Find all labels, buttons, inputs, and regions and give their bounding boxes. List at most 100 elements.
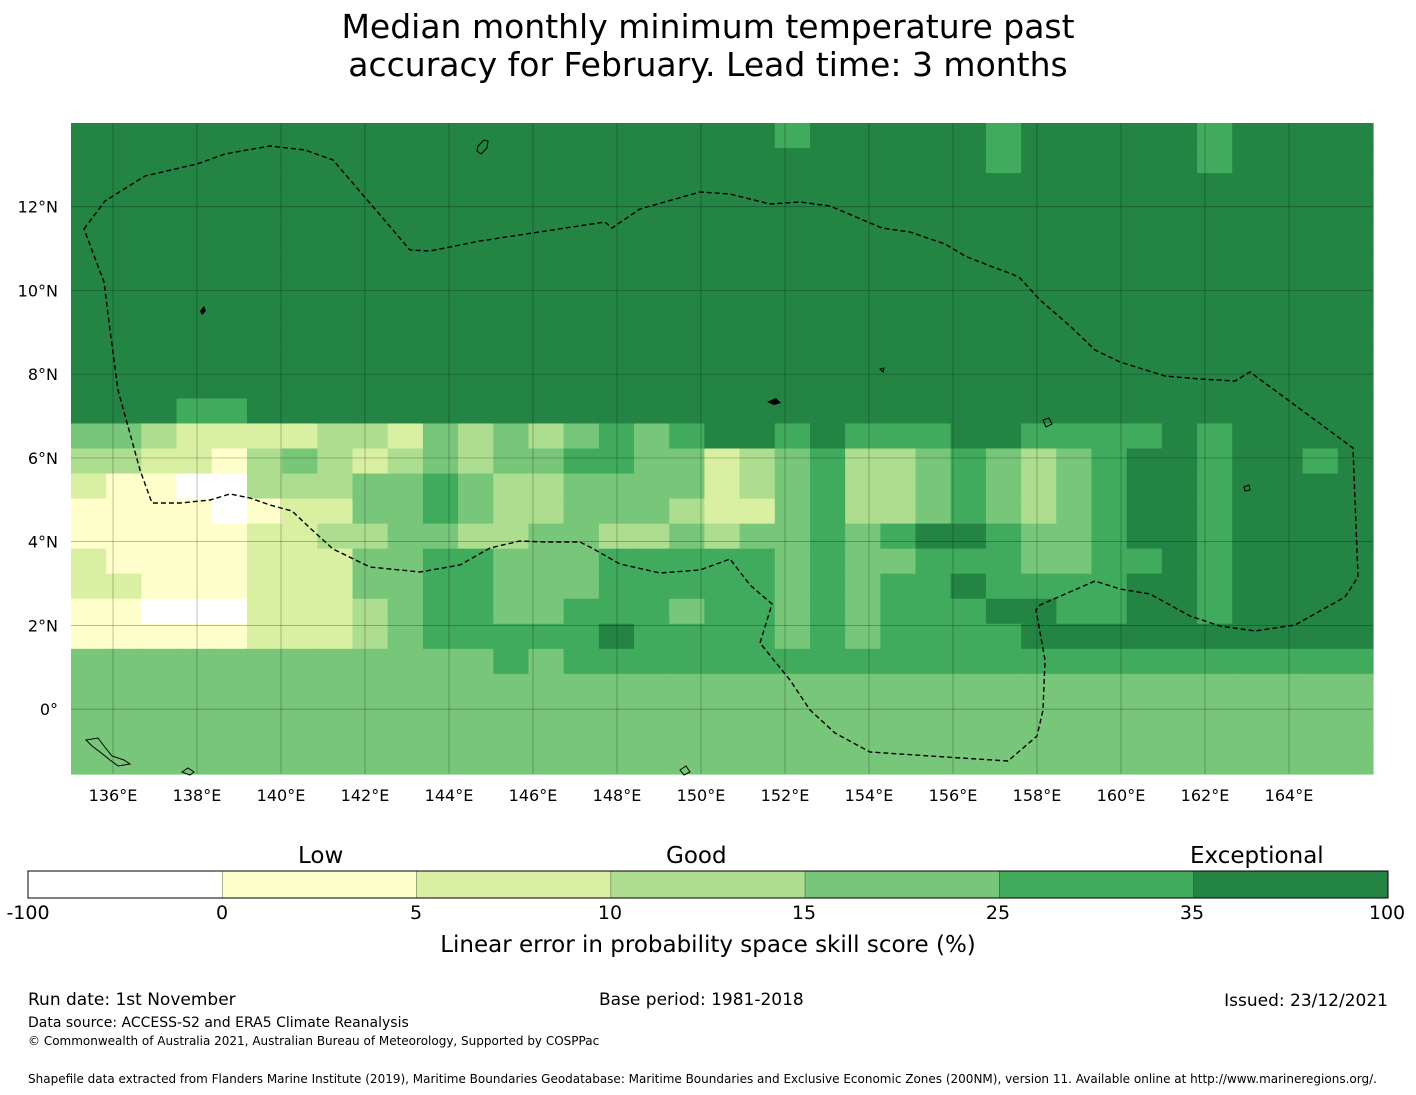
heatmap-cell bbox=[246, 748, 283, 775]
colorbar-label: Linear error in probability space skill … bbox=[440, 932, 976, 958]
heatmap-cell bbox=[669, 698, 706, 725]
heatmap-cell bbox=[1197, 198, 1233, 224]
heatmap-cells bbox=[71, 123, 1374, 775]
heatmap-cell bbox=[211, 173, 248, 199]
heatmap-cell bbox=[493, 498, 530, 525]
heatmap-cell bbox=[528, 748, 565, 775]
heatmap-cell bbox=[1161, 448, 1198, 475]
heatmap-cell bbox=[845, 623, 881, 650]
heatmap-cell bbox=[563, 173, 600, 199]
heatmap-cell bbox=[211, 473, 248, 500]
heatmap-cell bbox=[458, 748, 494, 775]
heatmap-cell bbox=[246, 423, 283, 450]
heatmap-cell bbox=[774, 373, 811, 400]
heatmap-cell bbox=[422, 648, 459, 675]
heatmap-cell bbox=[106, 473, 142, 500]
heatmap-cell bbox=[317, 573, 354, 600]
heatmap-cell bbox=[387, 198, 424, 224]
heatmap-cell bbox=[528, 473, 565, 500]
heatmap-cell bbox=[598, 373, 635, 400]
heatmap-cell bbox=[1126, 723, 1163, 750]
heatmap-cell bbox=[387, 723, 424, 750]
heatmap-cell bbox=[141, 223, 178, 249]
heatmap-cell bbox=[1232, 448, 1269, 475]
heatmap-cell bbox=[634, 473, 670, 500]
heatmap-cell bbox=[282, 698, 318, 725]
heatmap-cell bbox=[669, 623, 706, 650]
heatmap-cell bbox=[246, 123, 283, 149]
heatmap-cell bbox=[669, 573, 706, 600]
colorbar-segment bbox=[221, 870, 417, 899]
heatmap-cell bbox=[317, 698, 354, 725]
heatmap-cell bbox=[71, 398, 107, 425]
heatmap-cell bbox=[1091, 748, 1128, 775]
heatmap-cell bbox=[1267, 223, 1304, 249]
heatmap-cell bbox=[528, 248, 565, 274]
heatmap-cell bbox=[845, 323, 881, 349]
heatmap-cell bbox=[598, 348, 635, 374]
heatmap-cell bbox=[880, 573, 917, 600]
heatmap-cell bbox=[1021, 373, 1057, 400]
heatmap-cell bbox=[669, 648, 706, 675]
heatmap-cell bbox=[1337, 198, 1374, 224]
heatmap-cell bbox=[106, 548, 142, 575]
heatmap-cell bbox=[1197, 248, 1233, 274]
heatmap-cell bbox=[1197, 273, 1233, 299]
heatmap-cell bbox=[106, 348, 142, 374]
heatmap-cell bbox=[176, 548, 213, 575]
heatmap-cell bbox=[141, 623, 178, 650]
heatmap-cell bbox=[141, 373, 178, 400]
heatmap-cell bbox=[141, 698, 178, 725]
x-tick-label: 144°E bbox=[425, 786, 474, 805]
heatmap-cell bbox=[1056, 473, 1093, 500]
heatmap-cell bbox=[246, 648, 283, 675]
heatmap-cell bbox=[282, 348, 318, 374]
heatmap-cell bbox=[669, 498, 706, 525]
heatmap-cell bbox=[317, 373, 354, 400]
heatmap-cell bbox=[1126, 498, 1163, 525]
colorbar-tick: 25 bbox=[985, 902, 1011, 924]
heatmap-cell bbox=[563, 598, 600, 625]
heatmap-cell bbox=[528, 598, 565, 625]
heatmap-cell bbox=[809, 123, 846, 149]
heatmap-cell bbox=[634, 698, 670, 725]
heatmap-cell bbox=[211, 623, 248, 650]
heatmap-cell bbox=[915, 698, 952, 725]
heatmap-cell bbox=[422, 623, 459, 650]
heatmap-cell bbox=[985, 423, 1022, 450]
heatmap-cell bbox=[528, 573, 565, 600]
heatmap-cell bbox=[915, 548, 952, 575]
colorbar bbox=[27, 870, 1389, 899]
heatmap-cell bbox=[774, 523, 811, 550]
heatmap-cell bbox=[915, 623, 952, 650]
heatmap-cell bbox=[809, 148, 846, 174]
chart-title-line1: Median monthly minimum temperature past bbox=[341, 7, 1075, 46]
heatmap-cell bbox=[774, 123, 811, 149]
heatmap-cell bbox=[282, 248, 318, 274]
heatmap-cell bbox=[1021, 473, 1057, 500]
heatmap-cell bbox=[563, 298, 600, 324]
heatmap-cell bbox=[563, 573, 600, 600]
heatmap-cell bbox=[739, 573, 776, 600]
heatmap-cell bbox=[211, 673, 248, 700]
heatmap-cell bbox=[563, 448, 600, 475]
heatmap-cell bbox=[634, 523, 670, 550]
data-source: Data source: ACCESS-S2 and ERA5 Climate … bbox=[28, 1015, 409, 1031]
heatmap-cell bbox=[106, 673, 142, 700]
heatmap-cell bbox=[1021, 573, 1057, 600]
heatmap-cell bbox=[282, 623, 318, 650]
heatmap-cell bbox=[458, 623, 494, 650]
heatmap-cell bbox=[950, 473, 987, 500]
heatmap-cell bbox=[598, 398, 635, 425]
heatmap-cell bbox=[598, 148, 635, 174]
heatmap-cell bbox=[458, 148, 494, 174]
heatmap-cell bbox=[211, 198, 248, 224]
heatmap-cell bbox=[1302, 598, 1339, 625]
heatmap-cell bbox=[985, 223, 1022, 249]
heatmap-cell bbox=[493, 673, 530, 700]
heatmap-cell bbox=[1197, 298, 1233, 324]
heatmap-cell bbox=[352, 698, 389, 725]
x-tick-label: 162°E bbox=[1181, 786, 1230, 805]
heatmap-cell bbox=[1337, 348, 1374, 374]
heatmap-cell bbox=[950, 448, 987, 475]
